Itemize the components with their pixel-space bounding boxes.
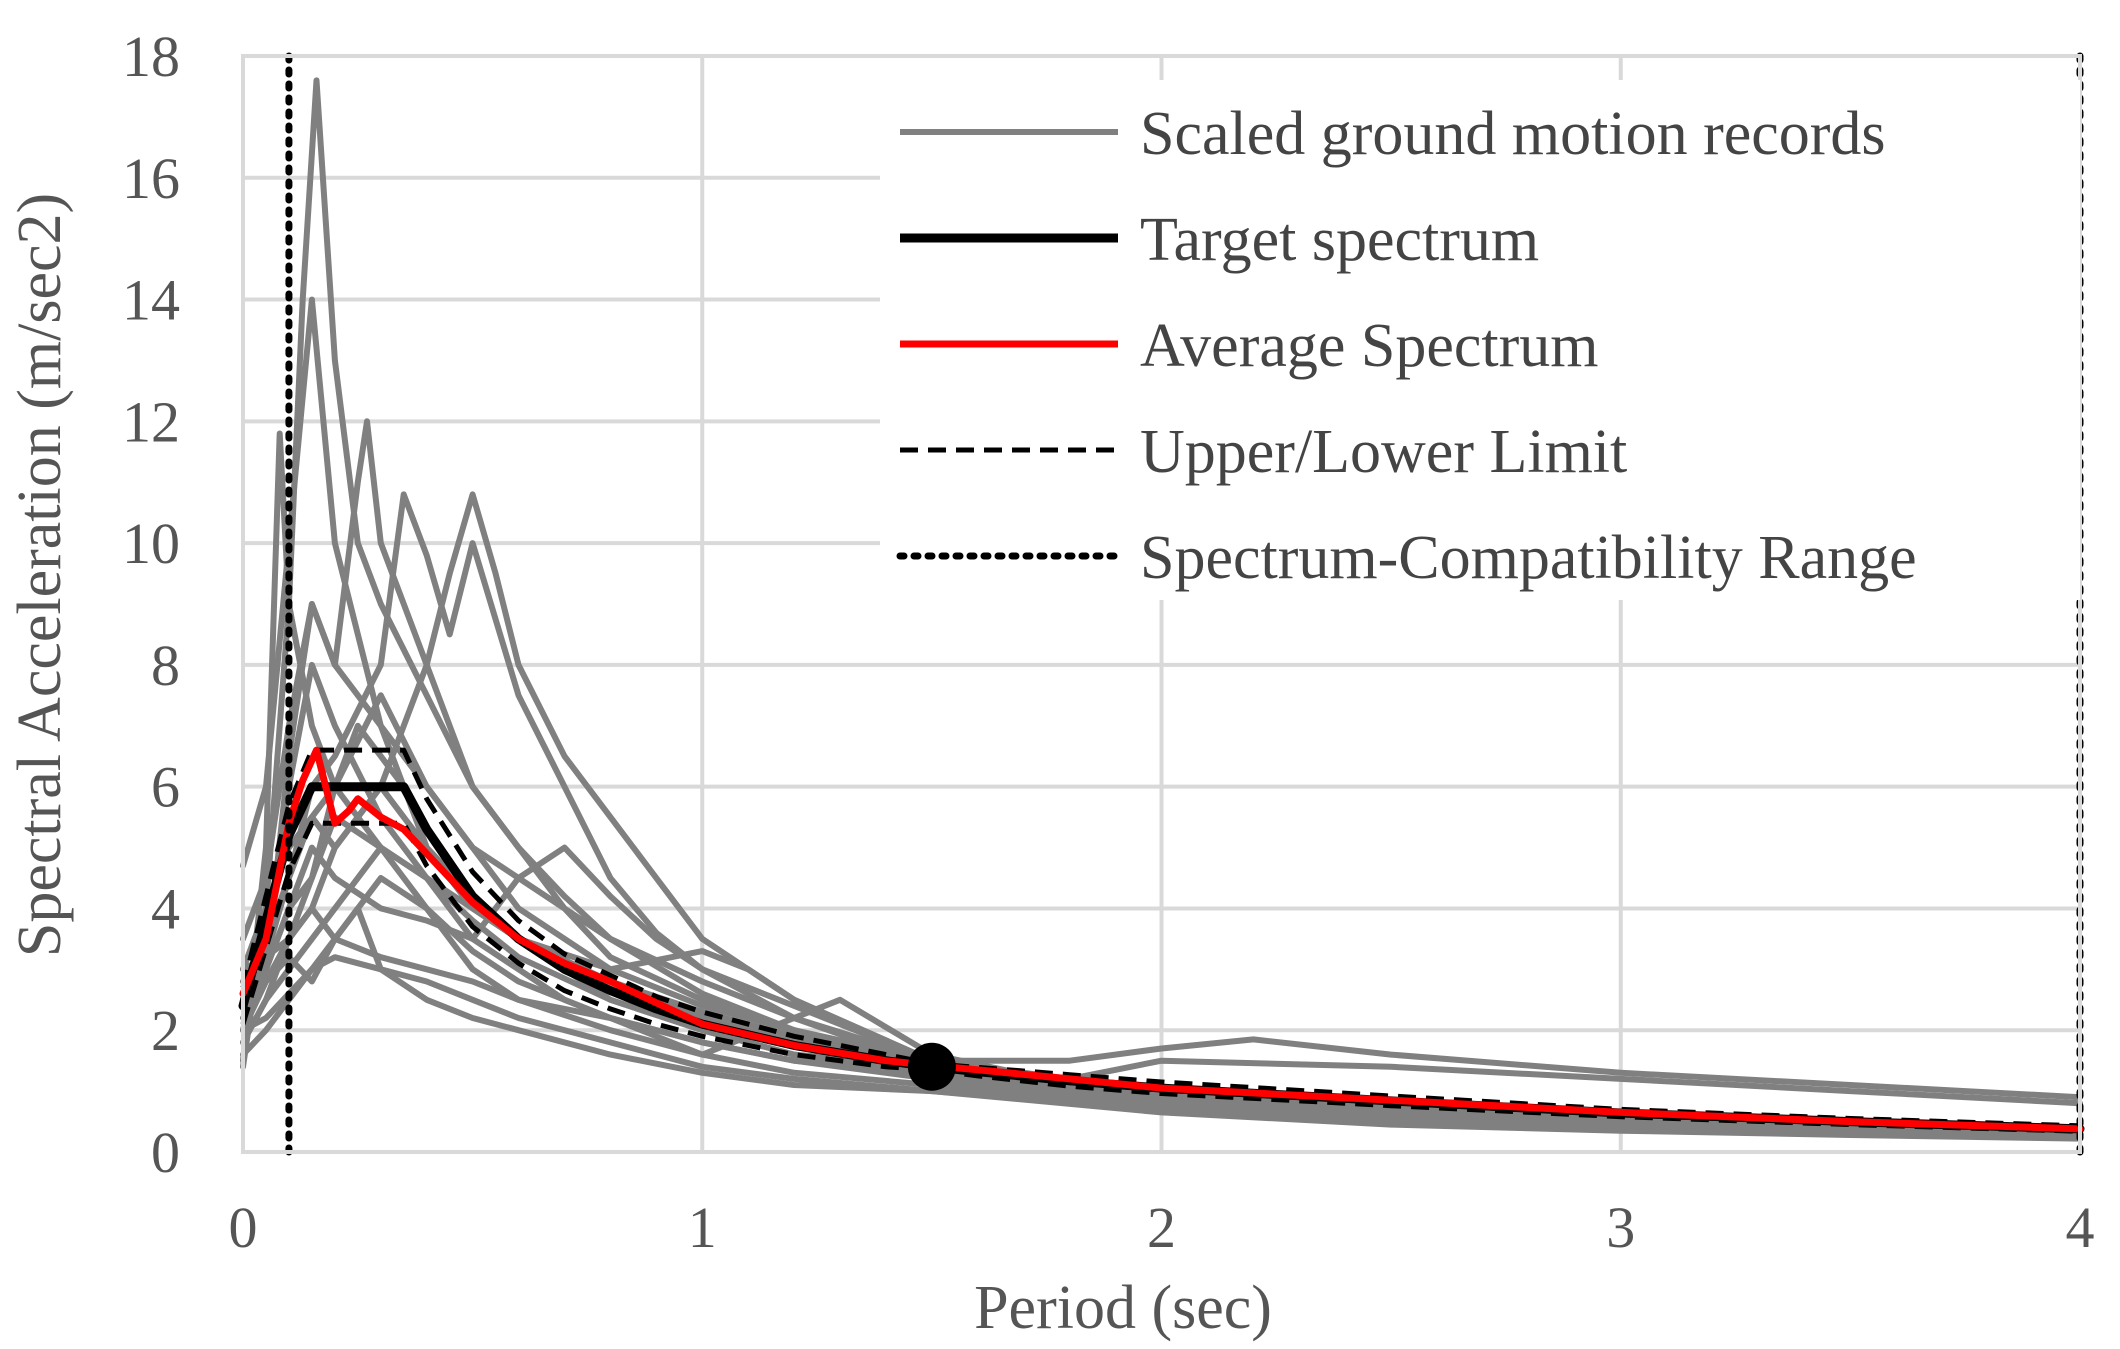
legend: Scaled ground motion records Target spect…: [880, 80, 2080, 600]
y-tick-label: 14: [122, 268, 180, 333]
x-tick-label: 4: [2066, 1195, 2095, 1260]
y-tick-label: 16: [122, 146, 180, 211]
y-tick-label: 8: [151, 633, 180, 698]
series-line-limit: [240, 820, 2081, 1134]
y-tick-label: 4: [151, 876, 180, 941]
series-line-limit: [240, 747, 2081, 1129]
series-layer: [238, 52, 2085, 1156]
series-line-records: [240, 601, 2083, 1137]
y-tick-label: 10: [122, 511, 180, 576]
y-tick-label: 2: [151, 998, 180, 1063]
x-tick-label: 2: [1147, 1195, 1176, 1260]
anchor-point: [907, 1042, 956, 1091]
x-tick-label: 3: [1606, 1195, 1635, 1260]
legend-label: Upper/Lower Limit: [1140, 418, 1627, 486]
series-line-average: [239, 746, 2084, 1133]
y-tick-label: 0: [151, 1120, 180, 1185]
x-tick-label: 0: [229, 1195, 258, 1260]
x-tick-label: 1: [688, 1195, 717, 1260]
legend-label: Target spectrum: [1140, 206, 1539, 274]
y-tick-label: 12: [122, 389, 180, 454]
y-axis-title: Spectral Acceleration (m/sec2): [6, 193, 74, 957]
legend-label: Scaled ground motion records: [1140, 100, 1886, 168]
series-line-records: [240, 954, 2083, 1142]
legend-label: Average Spectrum: [1140, 312, 1599, 380]
y-tick-label: 18: [122, 24, 180, 89]
legend-background: [880, 80, 2080, 600]
series-line-records: [240, 905, 2083, 1140]
y-tick-label: 6: [151, 755, 180, 820]
x-axis-title: Period (sec): [974, 1274, 1272, 1342]
legend-label: Spectrum-Compatibility Range: [1140, 524, 1917, 592]
plot-border: [241, 54, 2082, 1154]
